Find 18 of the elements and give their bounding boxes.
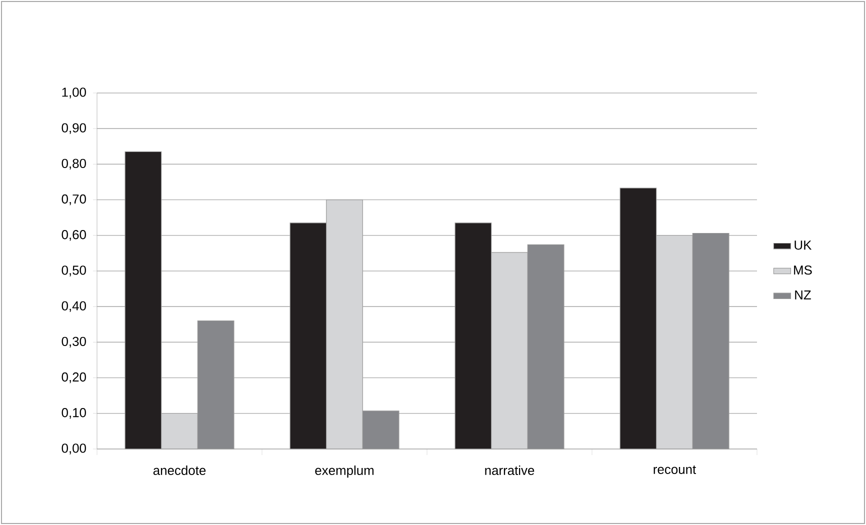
legend-label: MS [794,265,812,275]
x-tick-label: narrative [485,465,534,476]
y-tick-label: 0,50 [62,266,86,276]
y-tick-label: 0,70 [62,194,86,206]
y-tick-label: 0,00 [62,444,86,454]
y-tick-label: 0,30 [62,336,86,348]
x-tick-label: anecdote [153,465,206,476]
y-tick-label: 0,90 [62,123,86,134]
legend-label: NZ [795,290,811,300]
y-tick-label: 0,20 [62,372,86,384]
y-tick-label: 1,00 [62,88,86,98]
x-tick-label: exemplum [315,465,374,478]
y-tick-label: 0,60 [62,230,86,241]
y-tick-label: 0,40 [62,301,86,312]
y-tick-label: 0,80 [62,158,86,170]
y-tick-label: 0,10 [62,408,86,419]
x-tick-label: recount [654,466,696,474]
legend-label: UK [794,240,812,250]
